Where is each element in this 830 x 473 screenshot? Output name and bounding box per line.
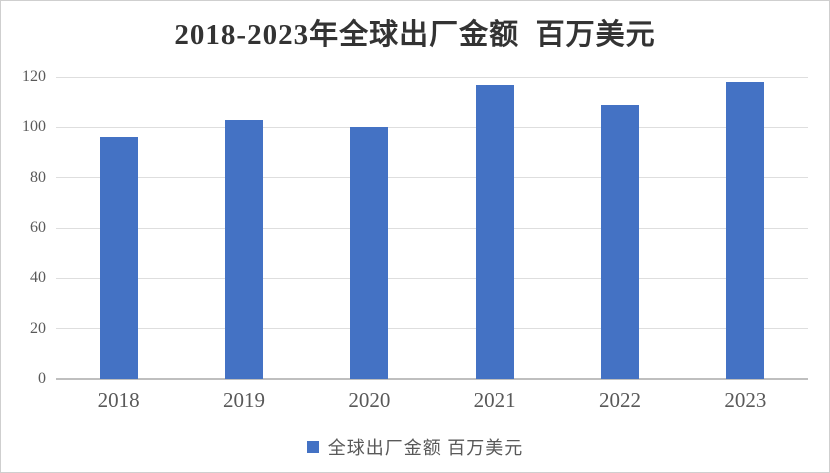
- y-axis-labels: 0 20 40 60 80 100 120: [1, 68, 46, 387]
- y-tick-label-80: 80: [30, 168, 46, 186]
- x-axis-labels: 2018 2019 2020 2021 2022 2023: [56, 388, 808, 414]
- legend-label: 全球出厂金额 百万美元: [327, 438, 524, 458]
- x-tick-label-2023: 2023: [724, 388, 767, 412]
- y-tick-label-120: 120: [22, 68, 46, 85]
- x-tick-label-2018: 2018: [97, 388, 140, 412]
- bar-2023: [726, 82, 765, 379]
- chart-title: 2018-2023年全球出厂金额 百万美元: [174, 19, 656, 51]
- legend-swatch-icon: [306, 441, 319, 453]
- plot-area: [56, 76, 808, 380]
- x-tick-label-2019: 2019: [223, 388, 265, 412]
- bar-2021: [475, 84, 514, 379]
- gridline-y60: [56, 227, 808, 229]
- gridline-y80: [56, 177, 808, 179]
- x-tick-label-2021: 2021: [473, 388, 516, 412]
- y-tick-label-100: 100: [22, 118, 46, 136]
- y-tick-label-60: 60: [30, 219, 46, 236]
- gridline-y100: [56, 126, 808, 128]
- bar-2019: [225, 119, 263, 379]
- bar-2022: [601, 104, 639, 379]
- gridline-y40: [56, 277, 808, 279]
- x-axis-line: [56, 378, 808, 380]
- y-tick-label-20: 20: [30, 319, 46, 337]
- x-tick-label-2020: 2020: [348, 388, 391, 412]
- gridline-y120: [56, 76, 808, 78]
- x-tick-label-2022: 2022: [599, 388, 641, 412]
- bar-2020: [350, 127, 389, 379]
- legend: 全球出厂金额 百万美元: [1, 434, 829, 460]
- y-tick-label-40: 40: [30, 269, 46, 287]
- bar-2018: [99, 137, 138, 379]
- gridline-y20: [56, 328, 808, 330]
- y-tick-label-0: 0: [38, 370, 46, 387]
